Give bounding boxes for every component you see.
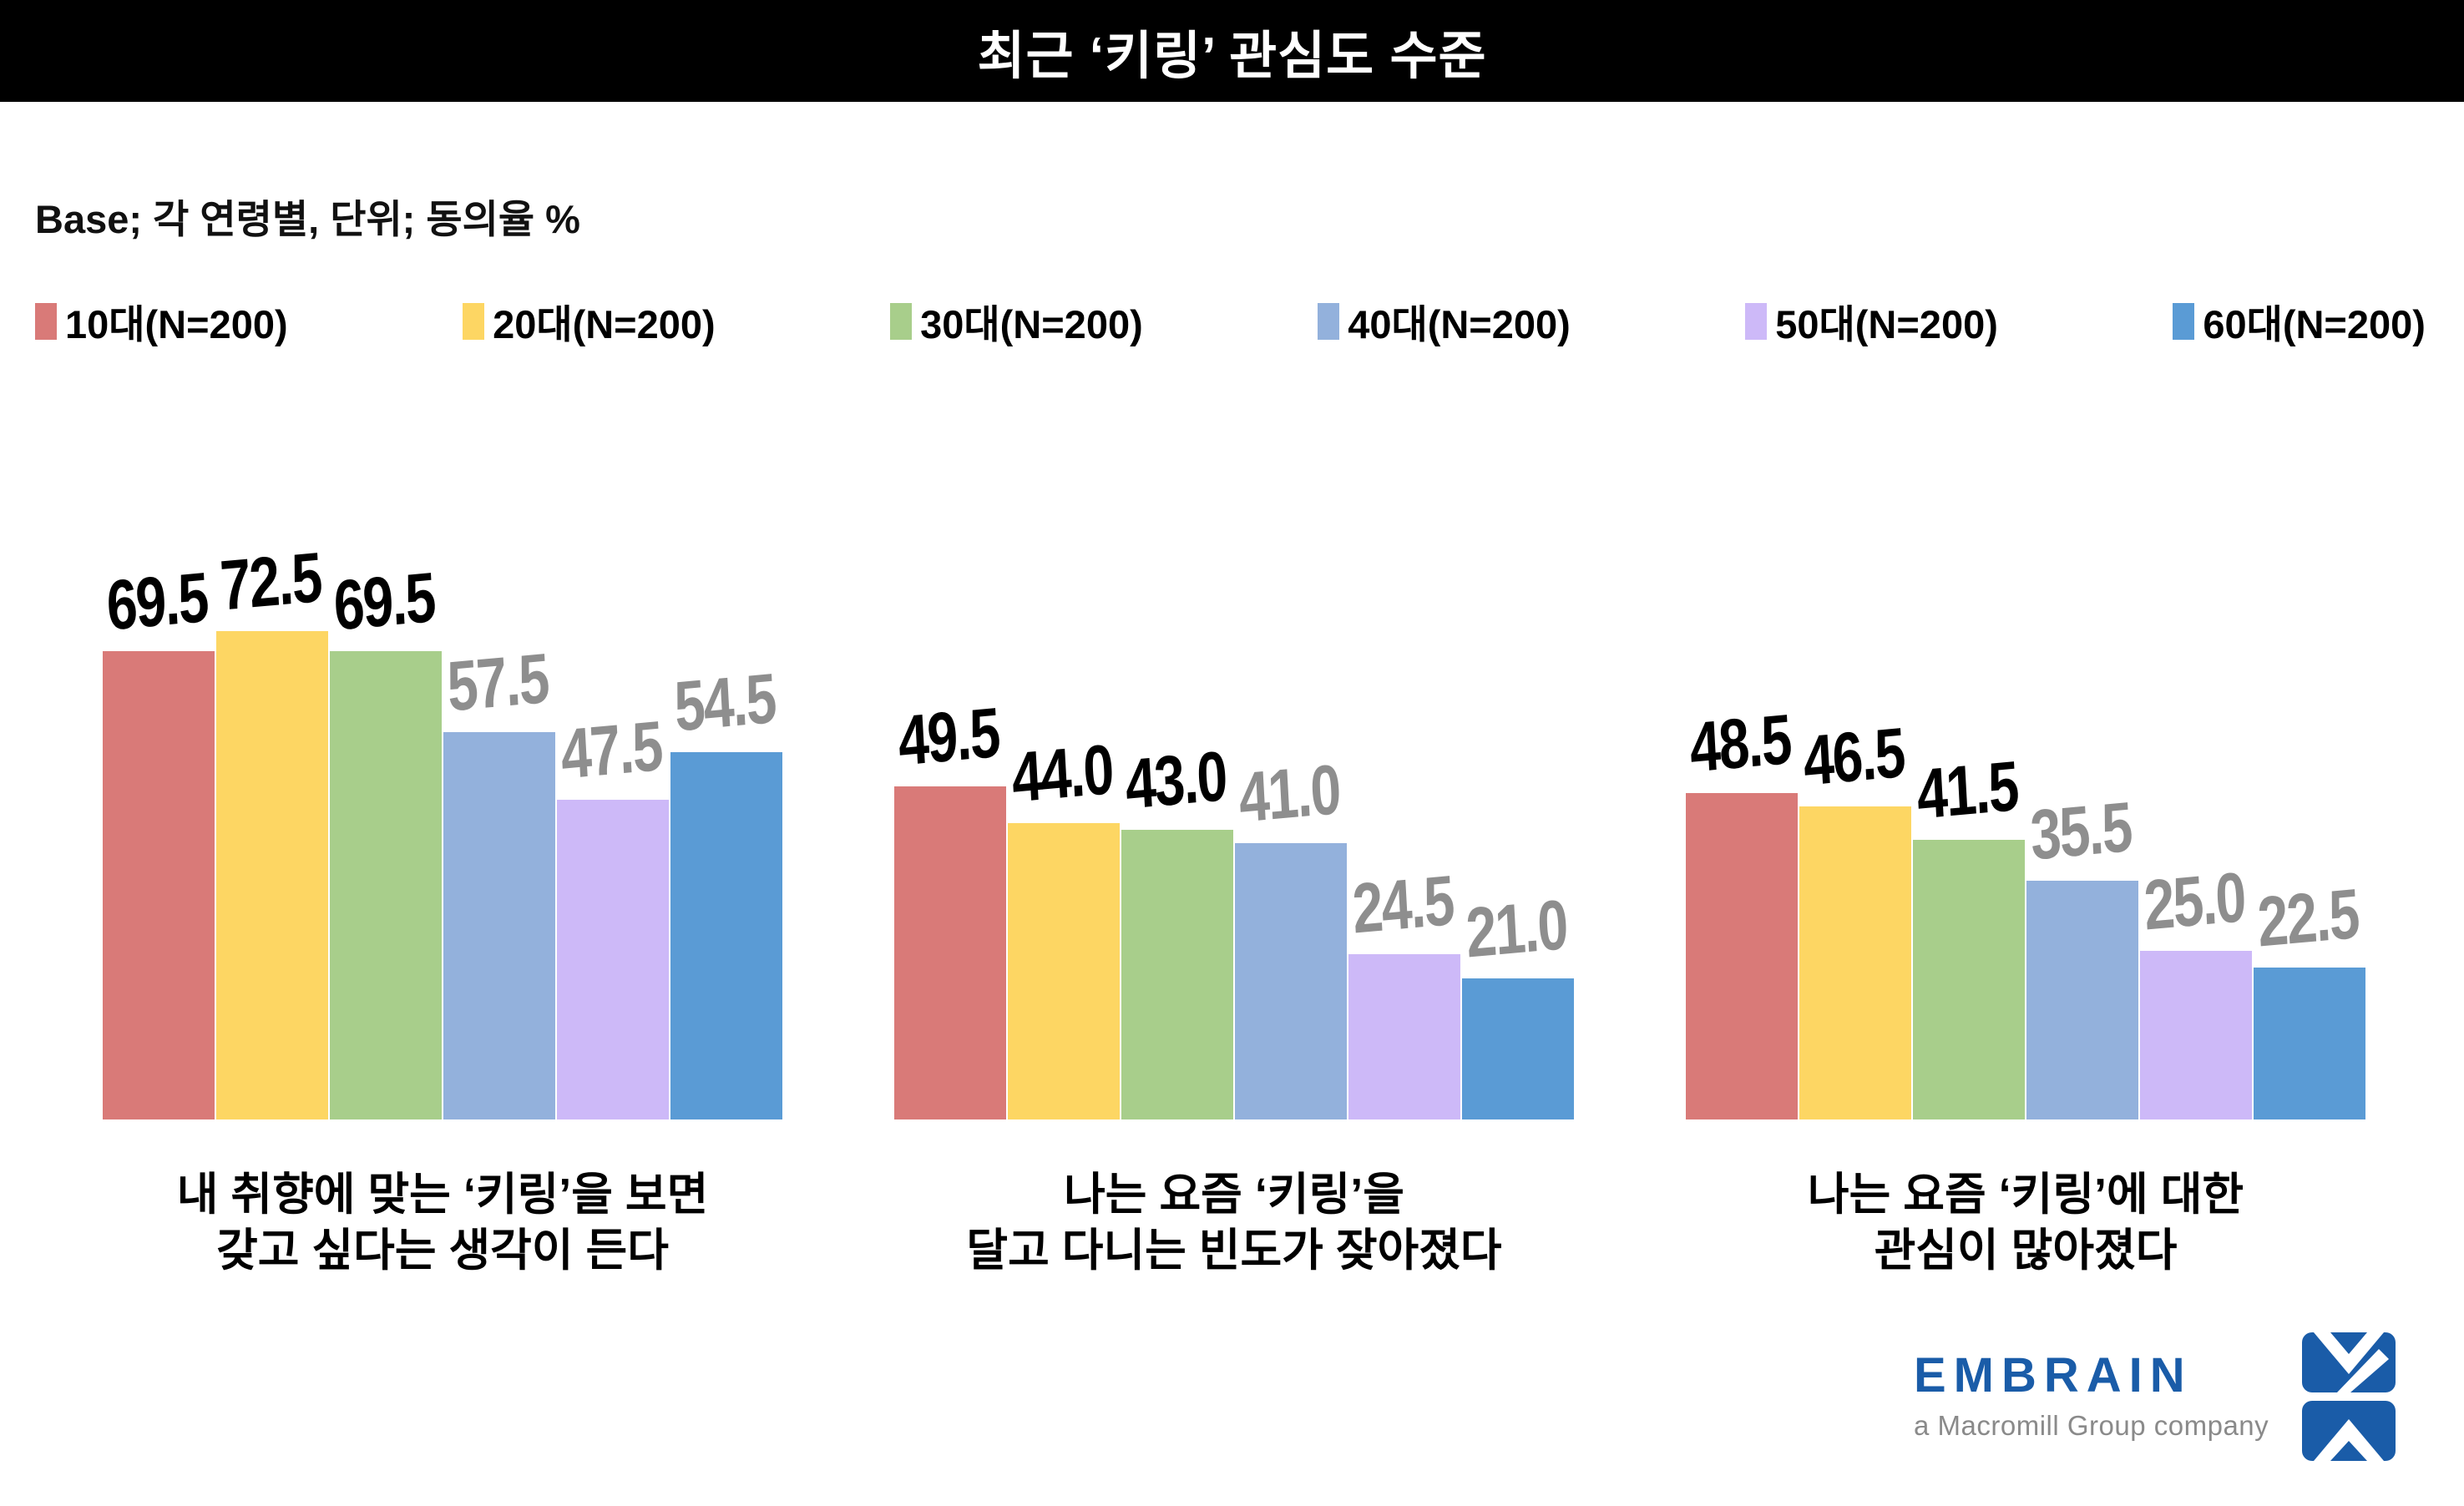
embrain-wordmark: EMBRAIN — [1914, 1348, 2193, 1402]
bar-group-20대: 44.0 — [1008, 631, 1120, 1119]
chart-want-keyring-bars: 69.5 72.5 69.5 57.5 47.5 54.5 — [103, 537, 782, 1119]
bar-value-label: 21.0 — [1464, 883, 1569, 973]
bar-value-label: 41.5 — [1915, 745, 2020, 834]
embrain-logo: EMBRAIN a Macromill Group company — [1914, 1332, 2396, 1461]
legend-item-50s: 50대(N=200) — [1745, 292, 1998, 350]
bar-group-50대: 47.5 — [557, 631, 669, 1119]
bar-value-label: 54.5 — [672, 658, 777, 746]
bar-value-label: 25.0 — [2142, 857, 2247, 945]
bar-10대 — [1686, 792, 1798, 1119]
legend-swatch-50s — [1745, 302, 1768, 340]
caption-line-2: 달고 다니는 빈도가 잦아졌다 — [966, 1225, 1502, 1276]
legend-label-20s: 20대(N=200) — [493, 302, 716, 346]
bar-value-label: 24.5 — [1350, 860, 1455, 948]
caption-line-2: 갖고 싶다는 생각이 든다 — [216, 1225, 669, 1276]
bar-value-label: 44.0 — [1009, 729, 1115, 817]
bar-group-10대: 69.5 — [103, 557, 215, 1119]
legend-label-50s: 50대(N=200) — [1775, 302, 1998, 346]
bar-20대 — [216, 630, 328, 1119]
bar-group-20대: 46.5 — [1799, 631, 1911, 1119]
bar-group-20대: 72.5 — [216, 537, 328, 1119]
bar-10대 — [894, 786, 1006, 1119]
charts-row: 69.5 72.5 69.5 57.5 47.5 54.5 내 취향에 맞는 ‘키링’을 … — [103, 537, 2365, 1276]
bar-40대 — [2026, 880, 2138, 1119]
bar-30대 — [1121, 830, 1233, 1119]
legend-item-30s: 30대(N=200) — [890, 292, 1143, 350]
legend-item-20s: 20대(N=200) — [463, 292, 716, 350]
chart-interest-increase-bars: 48.5 46.5 41.5 35.5 25.0 22.5 — [1686, 631, 2365, 1119]
bar-group-60대: 54.5 — [670, 631, 782, 1119]
legend-label-30s: 30대(N=200) — [920, 302, 1143, 346]
chart-want-keyring-caption: 내 취향에 맞는 ‘키링’을 보면 갖고 싶다는 생각이 든다 — [69, 1167, 816, 1279]
bar-group-10대: 49.5 — [894, 631, 1006, 1119]
embrain-logo-text: EMBRAIN a Macromill Group company — [1914, 1352, 2269, 1442]
legend-label-10s: 10대(N=200) — [65, 302, 288, 346]
bar-group-60대: 21.0 — [1462, 631, 1574, 1119]
legend-swatch-60s — [2173, 302, 2195, 340]
bar-50대 — [2140, 951, 2252, 1119]
bar-value-label: 46.5 — [1801, 711, 1906, 801]
legend: 10대(N=200) 20대(N=200) 30대(N=200) 40대(N=2… — [35, 292, 2426, 350]
title-bar: 최근 ‘키링’ 관심도 수준 — [0, 0, 2464, 102]
legend-swatch-10s — [35, 302, 57, 340]
legend-swatch-40s — [1318, 302, 1340, 340]
bar-60대 — [1462, 978, 1574, 1119]
bar-value-label: 72.5 — [218, 537, 323, 625]
page-title: 최근 ‘키링’ 관심도 수준 — [977, 28, 1487, 85]
embrain-subtext: a Macromill Group company — [1914, 1410, 2269, 1441]
embrain-logo-icon — [2302, 1332, 2396, 1461]
bar-value-label: 35.5 — [2028, 786, 2133, 875]
caption-line-1: 나는 요즘 ‘키링’을 — [1064, 1170, 1404, 1220]
bar-20대 — [1799, 806, 1911, 1119]
bar-40대 — [1235, 843, 1347, 1119]
bar-group-40대: 41.0 — [1235, 631, 1347, 1119]
legend-swatch-20s — [463, 302, 485, 340]
chart-carry-frequency-caption: 나는 요즘 ‘키링’을 달고 다니는 빈도가 잦아졌다 — [861, 1167, 1607, 1279]
bar-value-label: 57.5 — [445, 638, 550, 726]
caption-line-1: 나는 요즘 ‘키링’에 대한 — [1807, 1170, 2244, 1220]
bar-group-30대: 41.5 — [1913, 631, 2025, 1119]
chart-interest-increase-caption: 나는 요즘 ‘키링’에 대한 관심이 많아졌다 — [1652, 1167, 2399, 1279]
bar-group-50대: 25.0 — [2140, 631, 2252, 1119]
bar-10대 — [103, 651, 215, 1119]
bar-value-label: 41.0 — [1237, 749, 1342, 837]
bar-20대 — [1008, 822, 1120, 1119]
caption-line-1: 내 취향에 맞는 ‘키링’을 보면 — [176, 1170, 709, 1220]
legend-item-10s: 10대(N=200) — [35, 292, 288, 350]
bar-60대 — [670, 752, 782, 1119]
bar-30대 — [330, 651, 442, 1119]
bar-60대 — [2254, 968, 2365, 1119]
bar-value-label: 69.5 — [331, 557, 437, 645]
bar-group-40대: 57.5 — [443, 631, 555, 1119]
legend-item-60s: 60대(N=200) — [2173, 292, 2426, 350]
bar-group-30대: 69.5 — [330, 557, 442, 1119]
caption-line-2: 관심이 많아졌다 — [1874, 1225, 2178, 1276]
chart-want-keyring: 69.5 72.5 69.5 57.5 47.5 54.5 내 취향에 맞는 ‘키링’을 … — [103, 537, 782, 1276]
bar-value-label: 49.5 — [896, 691, 1001, 781]
bar-value-label: 22.5 — [2255, 873, 2360, 962]
bar-group-40대: 35.5 — [2026, 631, 2138, 1119]
legend-label-40s: 40대(N=200) — [1348, 302, 1571, 346]
legend-item-40s: 40대(N=200) — [1318, 292, 1571, 350]
bar-value-label: 43.0 — [1123, 735, 1228, 824]
bar-50대 — [557, 799, 669, 1119]
chart-carry-frequency-bars: 49.5 44.0 43.0 41.0 24.5 21.0 — [894, 631, 1574, 1119]
legend-label-60s: 60대(N=200) — [2203, 302, 2426, 346]
bar-value-label: 47.5 — [559, 705, 664, 794]
bar-group-10대: 48.5 — [1686, 631, 1798, 1119]
bar-value-label: 69.5 — [104, 557, 210, 645]
bar-40대 — [443, 731, 555, 1119]
chart-interest-increase: 48.5 46.5 41.5 35.5 25.0 22.5 나는 요즘 ‘키링’에 대한 … — [1686, 631, 2365, 1276]
bar-group-60대: 22.5 — [2254, 631, 2365, 1119]
base-note: Base; 각 연령별, 단위; 동의율 % — [35, 197, 580, 241]
bar-30대 — [1913, 840, 2025, 1119]
bar-50대 — [1348, 954, 1460, 1119]
legend-swatch-30s — [890, 302, 913, 340]
bar-group-30대: 43.0 — [1121, 631, 1233, 1119]
bar-group-50대: 24.5 — [1348, 631, 1460, 1119]
chart-carry-frequency: 49.5 44.0 43.0 41.0 24.5 21.0 나는 요즘 ‘키링’을 달고 … — [894, 631, 1574, 1276]
bar-value-label: 48.5 — [1687, 698, 1793, 787]
